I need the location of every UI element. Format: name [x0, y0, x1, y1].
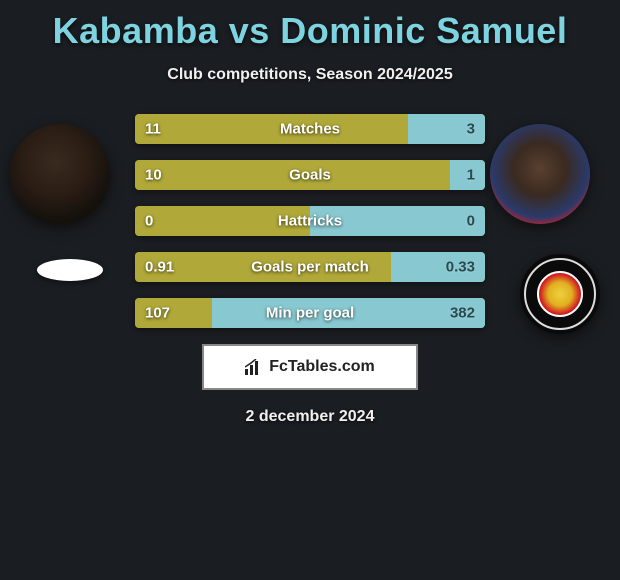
stat-label: Matches — [280, 121, 340, 138]
stat-left-value: 10 — [145, 167, 162, 184]
player-left-flag — [37, 259, 103, 281]
stat-label: Min per goal — [266, 305, 354, 322]
stat-row: 107 Min per goal 382 — [135, 298, 485, 328]
stat-right-value: 0 — [467, 213, 475, 230]
stat-row: 10 Goals 1 — [135, 160, 485, 190]
stat-label: Hattricks — [278, 213, 342, 230]
footer-brand-box: FcTables.com — [202, 344, 418, 390]
chart-icon — [245, 359, 263, 375]
stat-row: 0 Hattricks 0 — [135, 206, 485, 236]
player-left-avatar — [10, 124, 110, 224]
stat-right-value: 3 — [467, 121, 475, 138]
comparison-content: 11 Matches 3 10 Goals 1 0 Hattricks 0 0.… — [0, 114, 620, 426]
stats-bars: 11 Matches 3 10 Goals 1 0 Hattricks 0 0.… — [135, 114, 485, 328]
stat-left-value: 0 — [145, 213, 153, 230]
player-right-avatar — [490, 124, 590, 224]
stat-left-fill — [135, 114, 408, 144]
stat-left-value: 0.91 — [145, 259, 174, 276]
footer-brand-text: FcTables.com — [269, 358, 375, 376]
stat-right-value: 0.33 — [446, 259, 475, 276]
club-badge-ring — [524, 258, 596, 330]
stat-left-value: 11 — [145, 121, 161, 138]
stat-left-value: 107 — [145, 305, 170, 322]
footer-brand: FcTables.com — [245, 358, 375, 376]
stat-right-value: 382 — [450, 305, 475, 322]
page-title: Kabamba vs Dominic Samuel — [0, 0, 620, 52]
stat-label: Goals per match — [251, 259, 369, 276]
stat-row: 0.91 Goals per match 0.33 — [135, 252, 485, 282]
player-right-club-badge — [520, 254, 600, 334]
date-text: 2 december 2024 — [0, 408, 620, 426]
stat-row: 11 Matches 3 — [135, 114, 485, 144]
stat-right-value: 1 — [467, 167, 475, 184]
stat-label: Goals — [289, 167, 331, 184]
subtitle: Club competitions, Season 2024/2025 — [0, 66, 620, 84]
